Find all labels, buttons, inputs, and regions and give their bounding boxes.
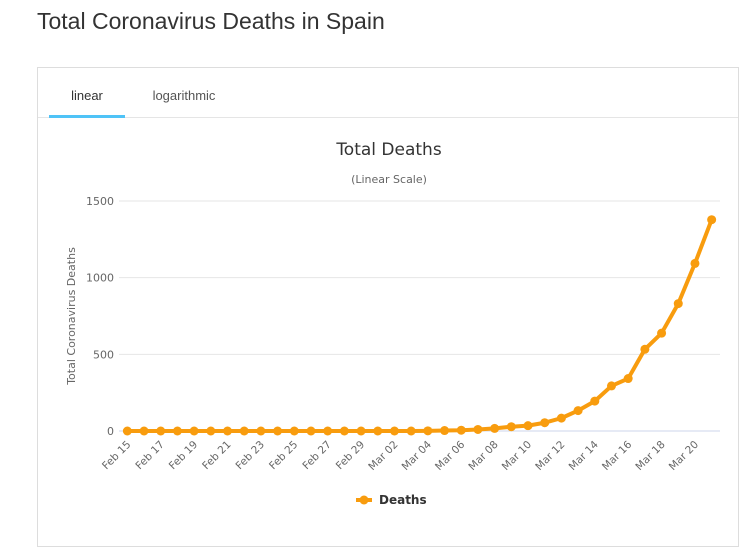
x-tick-label: Mar 12 [533,439,567,473]
data-point[interactable] [323,426,333,436]
data-point[interactable] [356,426,366,436]
y-tick-label: 1500 [86,195,114,208]
x-tick-label: Mar 16 [600,438,635,473]
deaths-line-chart: Total Deaths (Linear Scale) Total Corona… [65,140,720,507]
x-tick-label: Mar 14 [567,438,602,473]
y-tick-label: 1000 [86,272,114,285]
x-tick-label: Mar 20 [667,439,701,473]
data-point[interactable] [690,258,700,268]
data-point[interactable] [423,426,433,436]
scale-tabs: linear logarithmic [38,68,738,118]
data-point[interactable] [406,426,416,436]
y-axis-title: Total Coronavirus Deaths [65,247,78,386]
x-tick-label: Feb 15 [100,439,133,472]
data-point[interactable] [206,426,216,436]
data-point[interactable] [473,424,483,434]
data-point[interactable] [373,426,383,436]
tab-logarithmic[interactable]: logarithmic [152,88,216,103]
data-point[interactable] [523,421,533,431]
x-tick-label: Feb 17 [133,439,166,472]
page-title: Total Coronavirus Deaths in Spain [37,8,385,34]
chart-panel: linear logarithmic Total Deaths (Linear … [37,67,739,547]
x-tick-label: Mar 02 [366,439,400,473]
x-tick-label: Feb 29 [334,439,367,472]
x-tick-label: Feb 21 [200,439,233,472]
x-tick-label: Feb 27 [300,439,333,472]
x-tick-label: Feb 25 [267,439,300,472]
data-point[interactable] [640,344,650,354]
legend-marker-icon [359,495,369,505]
data-point[interactable] [122,426,132,436]
y-tick-label: 500 [93,348,114,361]
data-point[interactable] [256,426,266,436]
data-point[interactable] [606,381,616,391]
series-deaths [122,215,717,436]
legend-label[interactable]: Deaths [379,493,427,507]
data-point[interactable] [273,426,283,436]
data-point[interactable] [172,426,182,436]
data-point[interactable] [289,426,299,436]
data-point[interactable] [139,426,149,436]
data-point[interactable] [306,426,316,436]
data-point[interactable] [189,426,199,436]
x-tick-label: Mar 10 [500,439,534,473]
data-point[interactable] [223,426,233,436]
data-point[interactable] [339,426,349,436]
data-point[interactable] [389,426,399,436]
tab-linear[interactable]: linear [49,68,125,118]
y-tick-label: 0 [107,425,114,438]
chart-title: Total Deaths [335,140,442,160]
x-tick-label: Feb 19 [167,439,200,472]
data-point[interactable] [573,406,583,416]
series-line [125,217,714,433]
data-point[interactable] [657,328,667,338]
x-tick-label: Mar 18 [633,439,667,473]
y-axis-ticks: 0 500 1000 1500 [86,195,114,438]
data-point[interactable] [623,374,633,384]
data-point[interactable] [490,423,500,433]
x-tick-label: Mar 08 [466,439,500,473]
legend[interactable]: Deaths [356,493,427,507]
data-point[interactable] [440,426,450,436]
x-tick-label: Mar 04 [400,438,435,473]
x-tick-label: Mar 06 [433,438,468,473]
data-point[interactable] [556,413,566,423]
data-point[interactable] [456,425,466,435]
x-axis-ticks: Feb 15 Feb 17 Feb 19 Feb 21 Feb 23 Feb 25 Feb … [100,438,701,473]
data-point[interactable] [590,396,600,406]
chart-subtitle: (Linear Scale) [351,173,427,186]
data-point[interactable] [506,422,516,432]
data-point[interactable] [673,299,683,309]
grid-lines [119,200,720,432]
data-point[interactable] [239,426,249,436]
data-point[interactable] [540,418,550,428]
data-point[interactable] [707,215,717,225]
x-tick-label: Feb 23 [234,439,267,472]
data-point[interactable] [156,426,166,436]
